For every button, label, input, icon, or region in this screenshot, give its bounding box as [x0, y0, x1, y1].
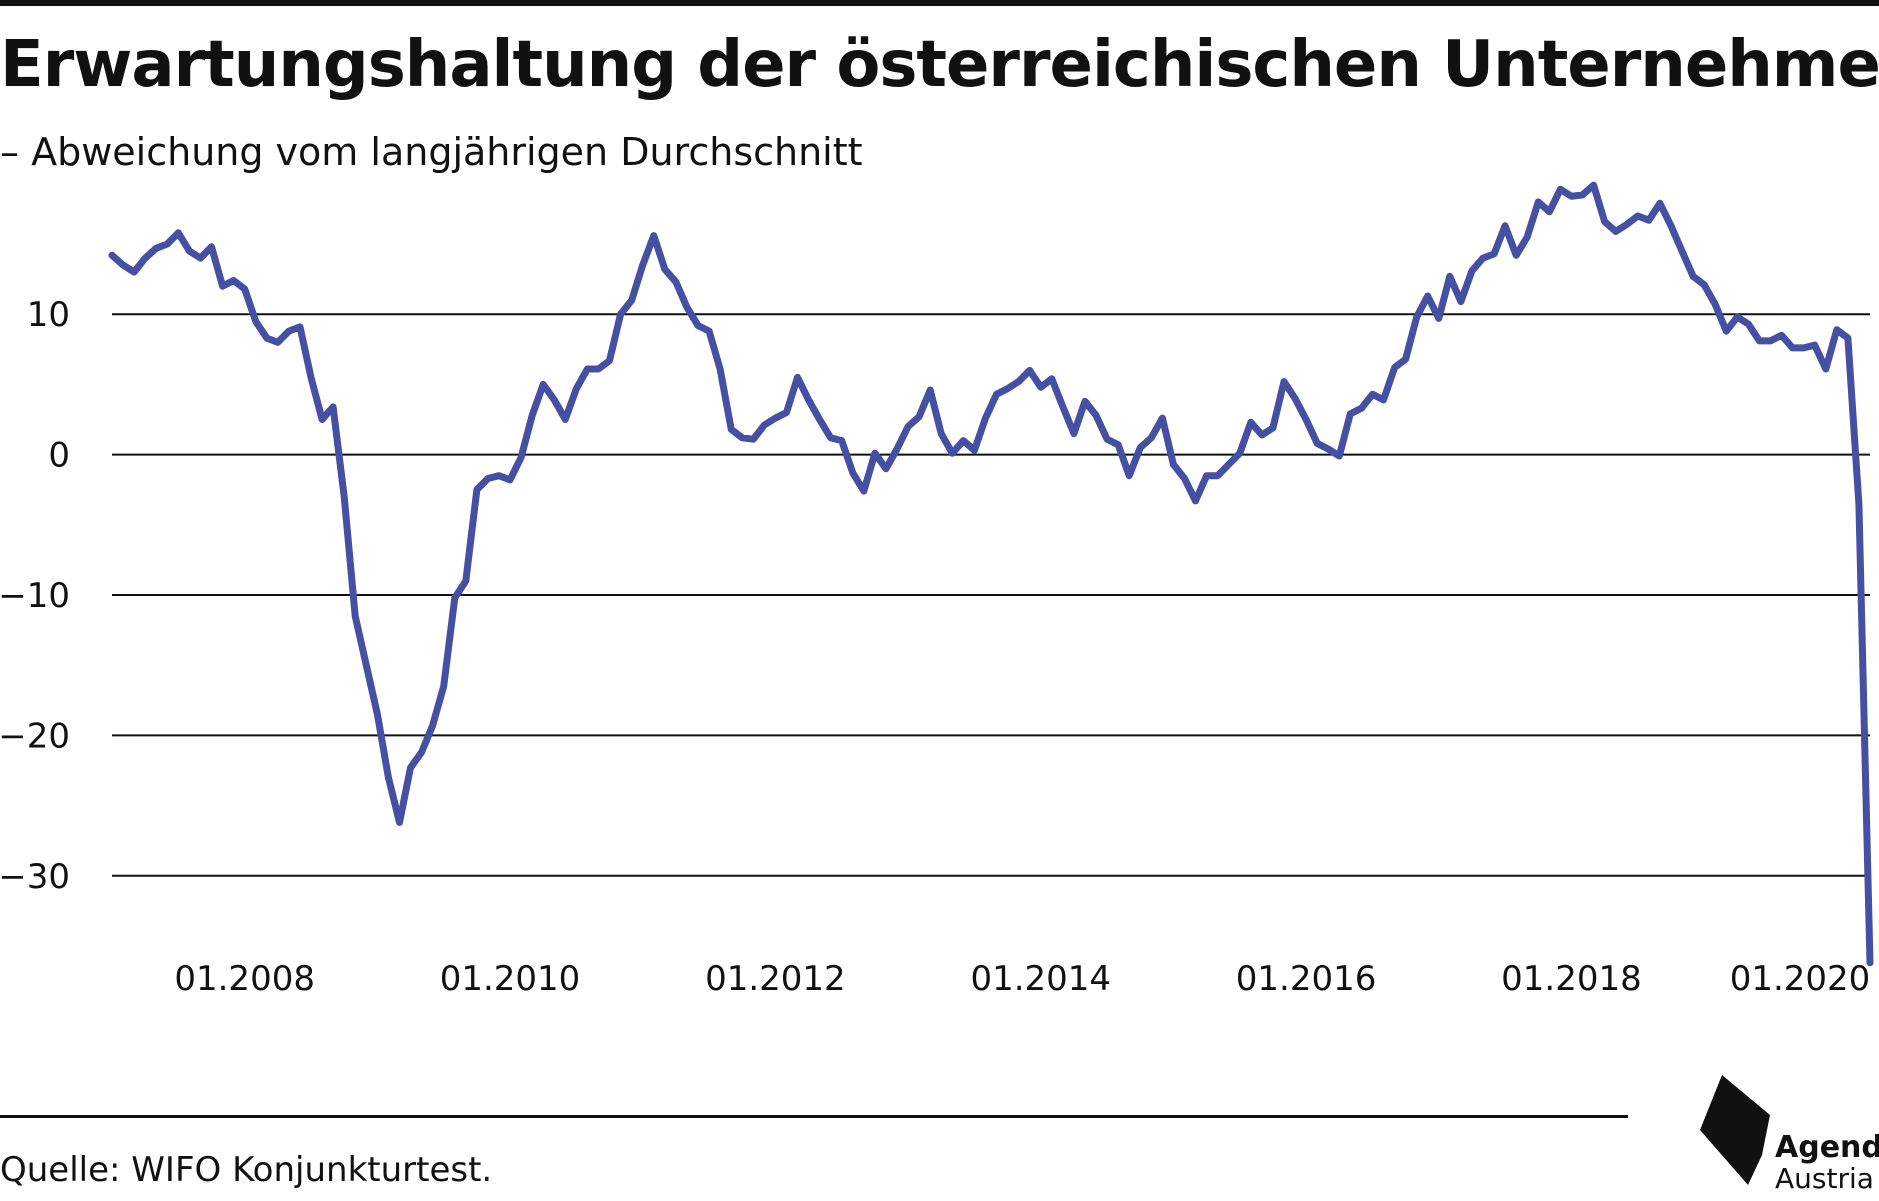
x-tick-label: 01.2020 [1730, 959, 1871, 999]
y-tick-label: 0 [48, 436, 70, 476]
y-tick-label: −10 [0, 576, 70, 616]
logo-name: Agenda [1775, 1130, 1879, 1165]
x-axis-labels: 01.2008 01.2010 01.2012 01.2014 01.2016 01.20… [174, 959, 1870, 999]
agenda-austria-logo-icon [1700, 1075, 1770, 1185]
logo-sub: Austria [1775, 1162, 1874, 1195]
x-tick-label: 01.2016 [1236, 959, 1377, 999]
chart-title: Erwartungshaltung der österreichischen U… [0, 28, 1879, 102]
x-tick-label: 01.2012 [705, 959, 846, 999]
y-axis-labels: 10 0 −10 −20 −30 [0, 295, 70, 897]
source-note: Quelle: WIFO Konjunkturtest. [0, 1150, 493, 1190]
chart-subtitle: – Abweichung vom langjährigen Durchschni… [0, 130, 863, 174]
x-tick-label: 01.2018 [1501, 959, 1642, 999]
x-tick-label: 01.2014 [970, 959, 1111, 999]
series-line [108, 181, 1874, 967]
series-line-group [108, 181, 1874, 967]
x-tick-label: 01.2010 [440, 959, 581, 999]
y-tick-label: −30 [0, 857, 70, 897]
grid-lines [112, 313, 1870, 877]
top-rule [0, 0, 1879, 6]
y-tick-label: −20 [0, 716, 70, 756]
x-tick-label: 01.2008 [174, 959, 315, 999]
footer-rule [0, 1115, 1628, 1118]
line-chart: 10 0 −10 −20 −30 01.2008 01.2010 01.2012 01.201… [0, 181, 1874, 999]
y-tick-label: 10 [27, 295, 70, 335]
